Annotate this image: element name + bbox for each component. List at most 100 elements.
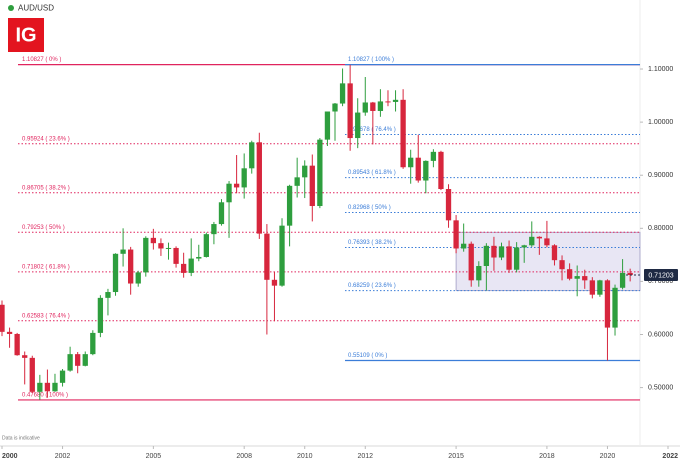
candle-body	[165, 247, 172, 249]
candle-body	[423, 160, 429, 181]
chart-title: AUD/USD	[18, 4, 54, 13]
candle-body	[370, 102, 376, 111]
current-price-label: 0.71203	[648, 272, 673, 279]
candle-body	[37, 382, 43, 392]
y-tick-label: 1.10000	[648, 66, 673, 73]
candle-body	[294, 177, 300, 186]
fib-label: 0.89543 ( 61.8% )	[348, 170, 396, 176]
x-tick-label: 2012	[357, 453, 373, 460]
candle-body	[59, 370, 66, 383]
candle-body	[226, 183, 232, 203]
legend-dot	[8, 5, 14, 11]
candle-body	[279, 225, 285, 286]
candle-body	[241, 168, 247, 188]
candle-body	[438, 151, 444, 190]
candle-body	[506, 246, 512, 270]
candle-body	[112, 253, 119, 293]
candle-body	[324, 111, 331, 140]
candle-body	[362, 102, 368, 113]
candle-body	[0, 304, 5, 332]
candle-body	[143, 237, 149, 273]
candle-body	[317, 139, 323, 207]
fib-label: 0.97678 ( 76.4% )	[348, 127, 396, 133]
candle-body	[97, 297, 104, 333]
fib-label: 0.47680 ( 100% )	[22, 392, 68, 398]
x-tick-label: 2015	[448, 453, 464, 460]
candle-body	[559, 260, 565, 270]
candle-body	[400, 99, 406, 168]
x-tick-label: 2022	[662, 453, 678, 460]
candle-body	[377, 101, 384, 111]
candle-body	[180, 263, 187, 273]
y-tick-label: 0.70000	[648, 278, 673, 285]
candle-body	[196, 256, 202, 259]
candle-body	[415, 157, 421, 181]
candle-body	[188, 258, 194, 273]
candle-body	[529, 236, 535, 246]
candle-body	[597, 280, 603, 295]
logo-box	[8, 18, 44, 52]
fib-label: 0.68259 ( 23.6% )	[348, 283, 396, 289]
candle-body	[75, 354, 81, 366]
y-tick-label: 0.60000	[648, 331, 673, 338]
candle-body	[551, 245, 558, 261]
candle-body	[453, 220, 459, 249]
x-tick-label: 2005	[146, 453, 162, 460]
candle-body	[286, 185, 293, 226]
candle-body	[120, 249, 126, 254]
current-price-box	[644, 269, 678, 282]
candle-body	[150, 237, 157, 244]
candle-body	[67, 354, 73, 371]
candle-body	[521, 245, 527, 248]
candle-body	[445, 189, 452, 221]
candle-body	[128, 249, 134, 284]
candle-body	[536, 236, 542, 239]
x-tick-label: 2018	[539, 453, 555, 460]
fib-label: 1.10827 ( 100% )	[348, 57, 394, 63]
candle-body	[249, 142, 255, 169]
fib-label: 0.62583 ( 76.4% )	[22, 313, 70, 319]
candle-body	[574, 276, 580, 279]
x-tick-label: 2020	[600, 453, 616, 460]
fib-label: 0.82968 ( 50% )	[348, 205, 391, 211]
y-tick-label: 1.00000	[648, 119, 673, 126]
candle-body	[355, 112, 361, 139]
logo: IG	[15, 24, 36, 46]
candle-body	[203, 234, 209, 257]
candle-body	[271, 279, 278, 286]
candle-body	[105, 292, 111, 298]
candle-body	[604, 280, 611, 328]
y-tick-label: 0.80000	[648, 225, 673, 232]
fib-label: 0.76393 ( 38.2% )	[348, 240, 396, 246]
candle-body	[513, 247, 520, 270]
fib-label: 0.86705 ( 38.2% )	[22, 185, 70, 191]
candle-body	[14, 333, 20, 356]
y-tick-label: 0.90000	[648, 172, 673, 179]
candle-body	[498, 246, 505, 258]
candle-body	[332, 103, 338, 112]
candle-body	[612, 287, 618, 328]
candle-body	[491, 245, 497, 258]
candle-body	[476, 266, 482, 281]
candle-body	[52, 382, 58, 392]
fib-label: 0.95924 ( 23.6% )	[22, 136, 70, 142]
candle-body	[468, 243, 474, 281]
candle-body	[158, 243, 164, 249]
candle-body	[339, 83, 346, 104]
fib-label: 0.71802 ( 61.8% )	[22, 264, 70, 270]
candle-body	[627, 272, 633, 276]
fib-label: 0.55109 ( 0% )	[348, 353, 387, 359]
candle-body	[619, 272, 626, 288]
candle-body	[309, 165, 315, 207]
candle-body	[218, 202, 225, 225]
candle-body	[22, 355, 28, 358]
candle-body	[82, 354, 88, 366]
candle-body	[347, 83, 353, 139]
candle-body	[302, 165, 308, 178]
y-tick-label: 0.50000	[648, 384, 673, 391]
fib-label: 1.10827 ( 0% )	[22, 57, 61, 63]
x-tick-label: 2008	[236, 453, 252, 460]
candle-body	[408, 157, 414, 168]
